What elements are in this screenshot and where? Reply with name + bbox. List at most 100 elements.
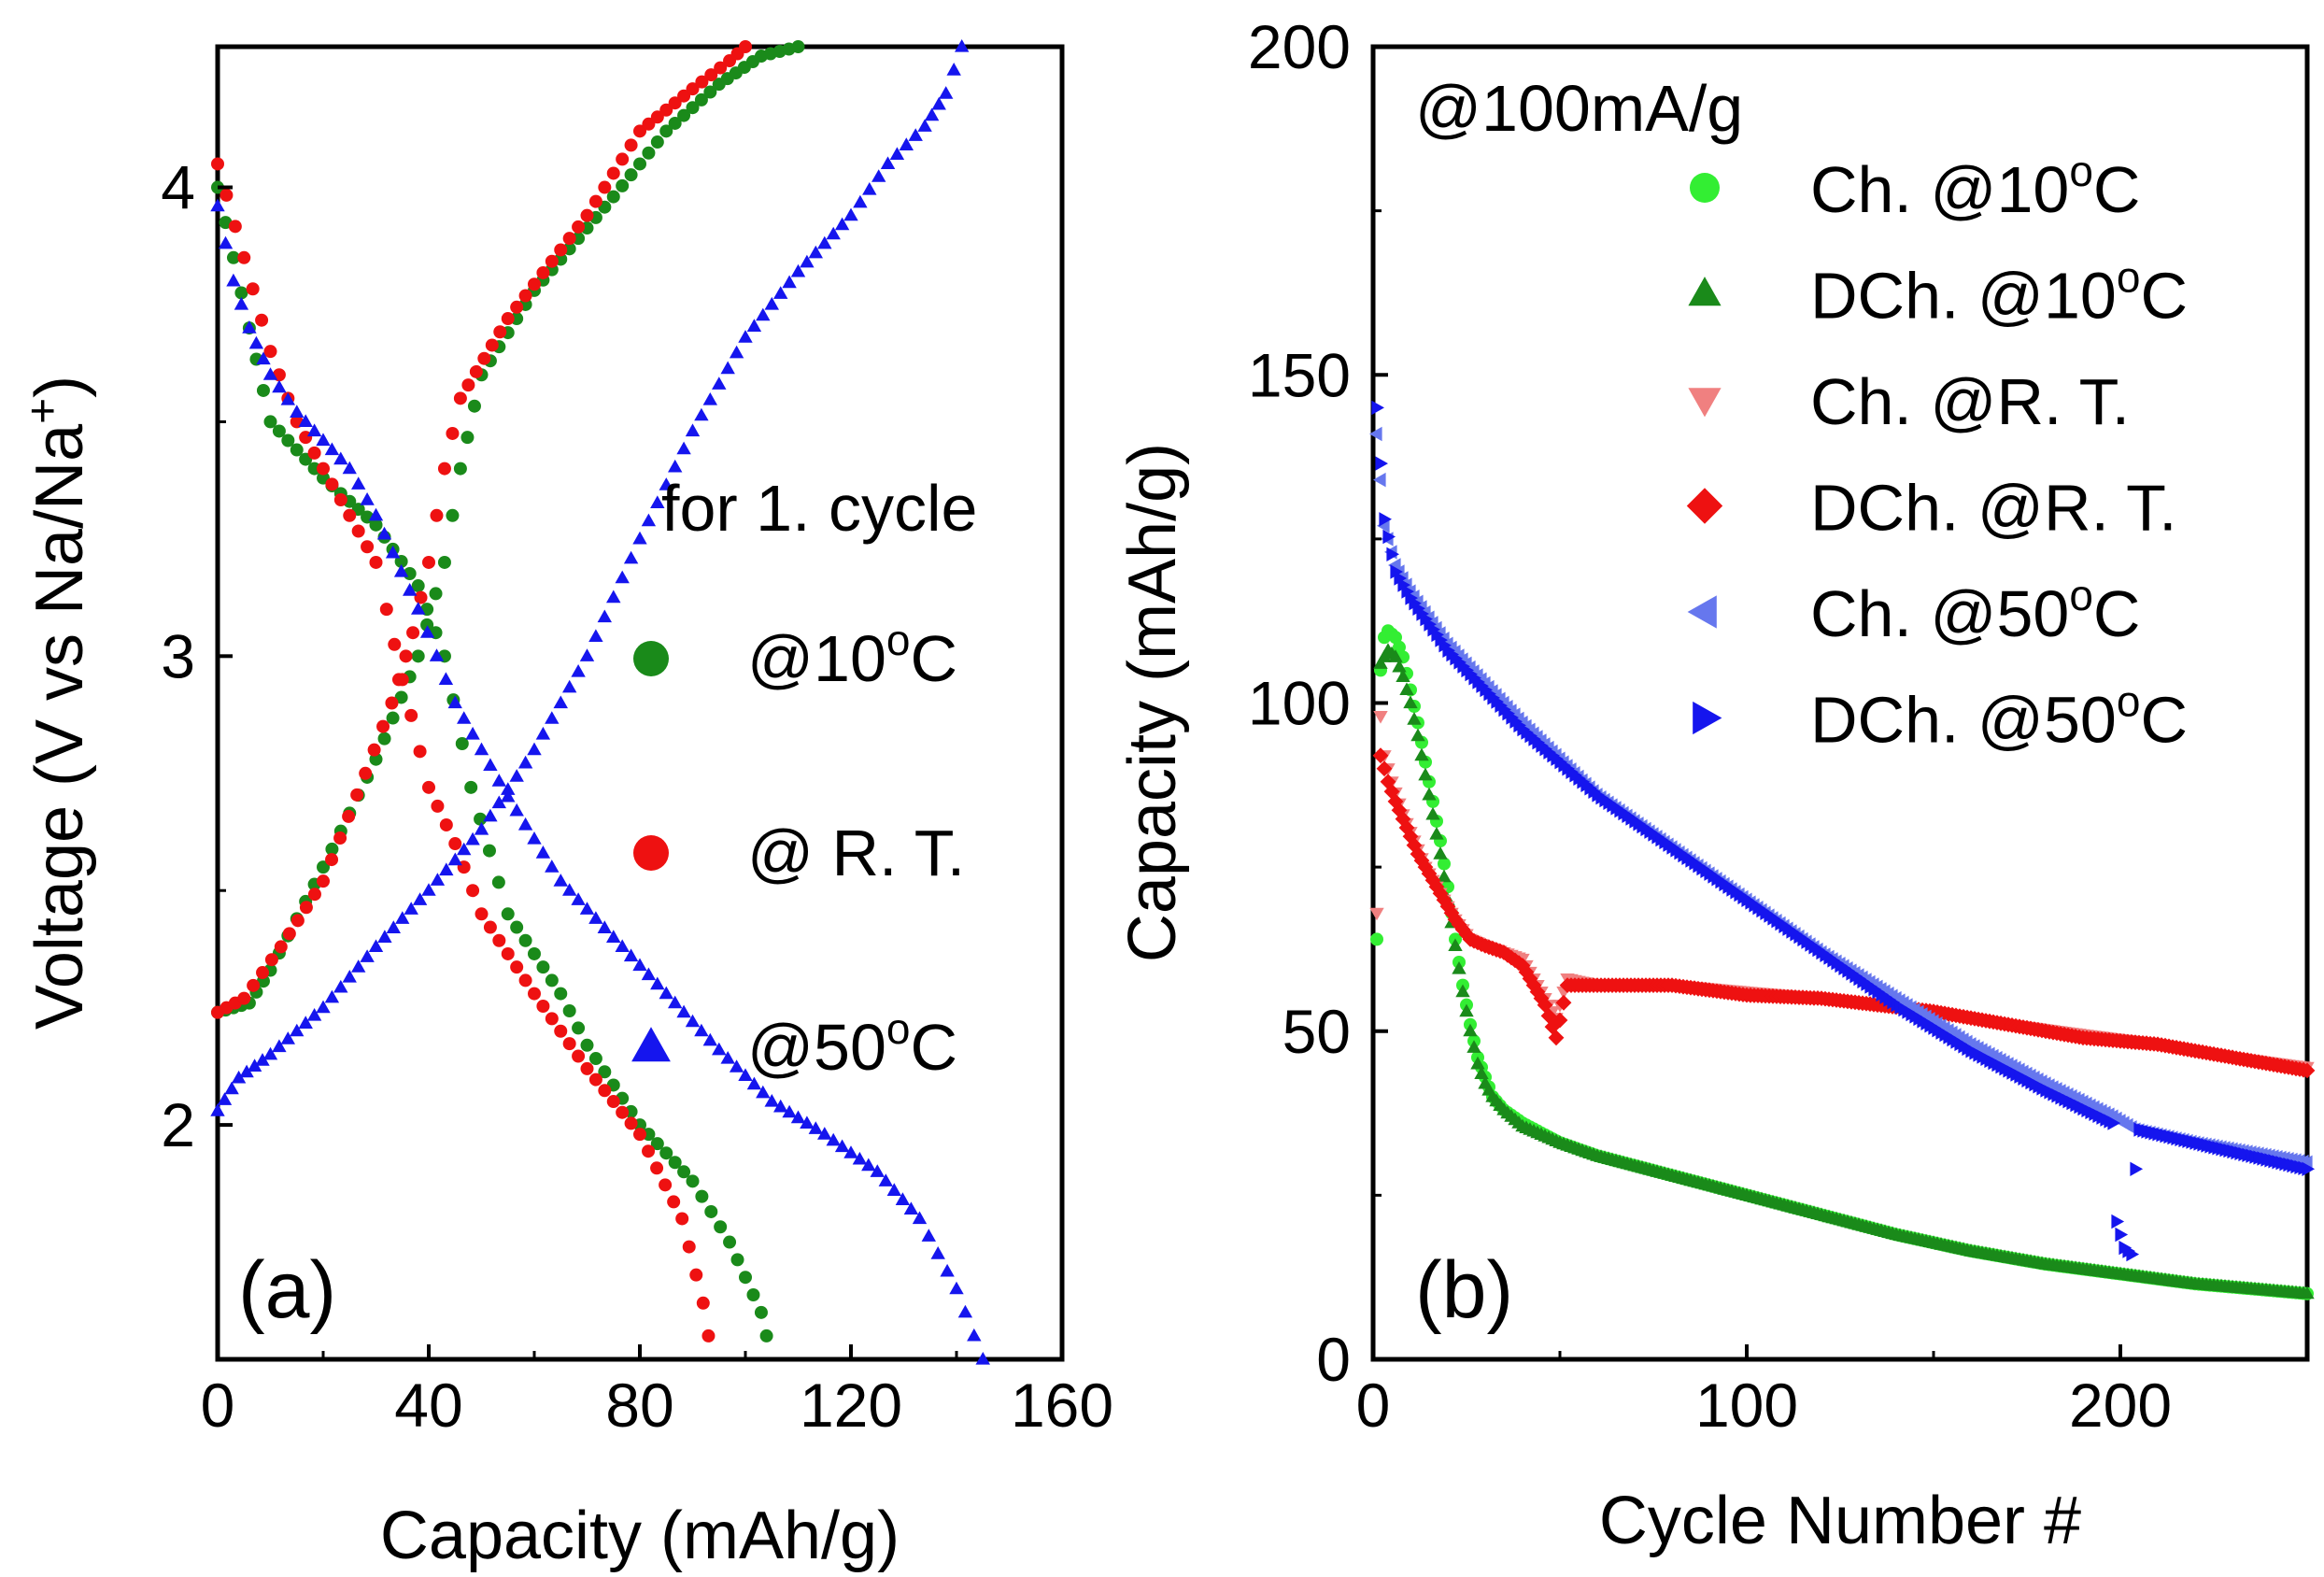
series-2 — [210, 39, 990, 1365]
data-point — [545, 711, 560, 724]
data-point — [1425, 806, 1440, 820]
data-point — [1369, 907, 1384, 921]
data-point — [1377, 649, 1392, 662]
data-point — [759, 1328, 773, 1343]
data-point — [492, 933, 506, 947]
data-point — [234, 286, 248, 300]
data-point — [554, 1024, 568, 1038]
data-point — [668, 995, 683, 1009]
data-point — [491, 774, 506, 787]
legend-marker — [1686, 488, 1723, 524]
data-point — [376, 526, 392, 540]
data-point — [517, 817, 533, 831]
data-point — [446, 508, 460, 522]
data-point — [843, 1145, 858, 1158]
data-point — [210, 1103, 225, 1116]
data-point — [930, 1246, 945, 1259]
data-point — [1388, 649, 1403, 662]
data-point — [686, 82, 700, 96]
legend-marker — [1693, 701, 1722, 735]
data-point — [422, 780, 435, 794]
data-point — [782, 275, 797, 289]
data-point — [290, 405, 305, 418]
data-point — [430, 873, 446, 886]
panel-a-x-tick-label: 40 — [394, 1371, 462, 1440]
data-point — [562, 232, 576, 246]
data-point — [880, 156, 896, 169]
data-point — [606, 1095, 620, 1109]
data-point — [967, 1328, 982, 1342]
data-point — [421, 883, 436, 896]
data-point — [659, 103, 673, 117]
panel-a-x-tick-label: 120 — [800, 1371, 902, 1440]
data-point — [325, 842, 339, 856]
panel-b-y-tick-label: 0 — [1316, 1325, 1351, 1394]
series-3 — [1372, 747, 2316, 1079]
data-point — [281, 433, 295, 448]
data-point — [746, 1076, 762, 1090]
data-point — [572, 220, 586, 234]
data-point — [545, 860, 560, 873]
data-point — [324, 442, 340, 456]
data-point — [404, 902, 418, 915]
data-point — [685, 423, 701, 437]
data-point — [739, 40, 752, 53]
data-point — [616, 1105, 630, 1119]
series-1 — [1373, 643, 2315, 1300]
data-point — [491, 795, 506, 809]
data-point — [501, 788, 516, 803]
data-point — [317, 874, 330, 888]
data-point — [2111, 1214, 2125, 1229]
panel-a-frame — [215, 44, 1065, 1362]
data-point — [264, 953, 278, 967]
data-point — [834, 217, 850, 231]
data-point — [290, 914, 305, 928]
data-point — [414, 590, 428, 604]
data-point — [668, 459, 683, 473]
panel-a-legend: @10oC @ R. T. @50oC — [631, 616, 965, 1084]
data-point — [290, 443, 304, 457]
data-point — [588, 1052, 602, 1066]
data-point — [939, 86, 954, 99]
data-point — [404, 708, 418, 722]
data-point — [368, 507, 384, 521]
data-point — [333, 979, 348, 993]
data-point — [1376, 760, 1393, 777]
data-point — [2300, 1286, 2315, 1300]
data-point — [518, 933, 532, 947]
data-point — [299, 901, 313, 915]
panel-b-y-axis-label: Capacity (mAh/g) — [1115, 443, 1190, 962]
data-point — [817, 235, 832, 249]
legend-label: @ R. T. — [747, 817, 965, 889]
data-point — [676, 1004, 691, 1018]
data-point — [633, 1128, 646, 1142]
data-point — [588, 911, 603, 924]
data-point — [280, 392, 295, 405]
data-point — [588, 1073, 602, 1087]
data-point — [439, 817, 453, 831]
data-point — [385, 545, 401, 559]
data-point — [361, 540, 375, 554]
data-point — [886, 1183, 901, 1196]
legend-label: Ch. @10oC — [1810, 147, 2140, 226]
data-point — [694, 407, 709, 421]
data-point — [921, 1229, 936, 1242]
data-point — [464, 780, 478, 794]
panel-b-series-layer — [1369, 400, 2316, 1300]
data-point — [501, 946, 515, 960]
data-point — [437, 462, 451, 476]
data-point — [298, 1016, 313, 1029]
data-point — [2302, 1161, 2316, 1176]
data-point — [220, 188, 234, 202]
data-point — [695, 75, 709, 89]
data-point — [1418, 767, 1433, 781]
data-point — [1379, 512, 1392, 527]
data-point — [924, 107, 940, 121]
data-point — [510, 920, 524, 934]
data-point — [1448, 938, 1463, 951]
data-point — [554, 243, 568, 257]
panel-a-x-tick-label: 80 — [605, 1371, 673, 1440]
data-point — [1455, 984, 1470, 998]
data-point — [782, 1104, 797, 1118]
data-point — [1373, 472, 1386, 488]
